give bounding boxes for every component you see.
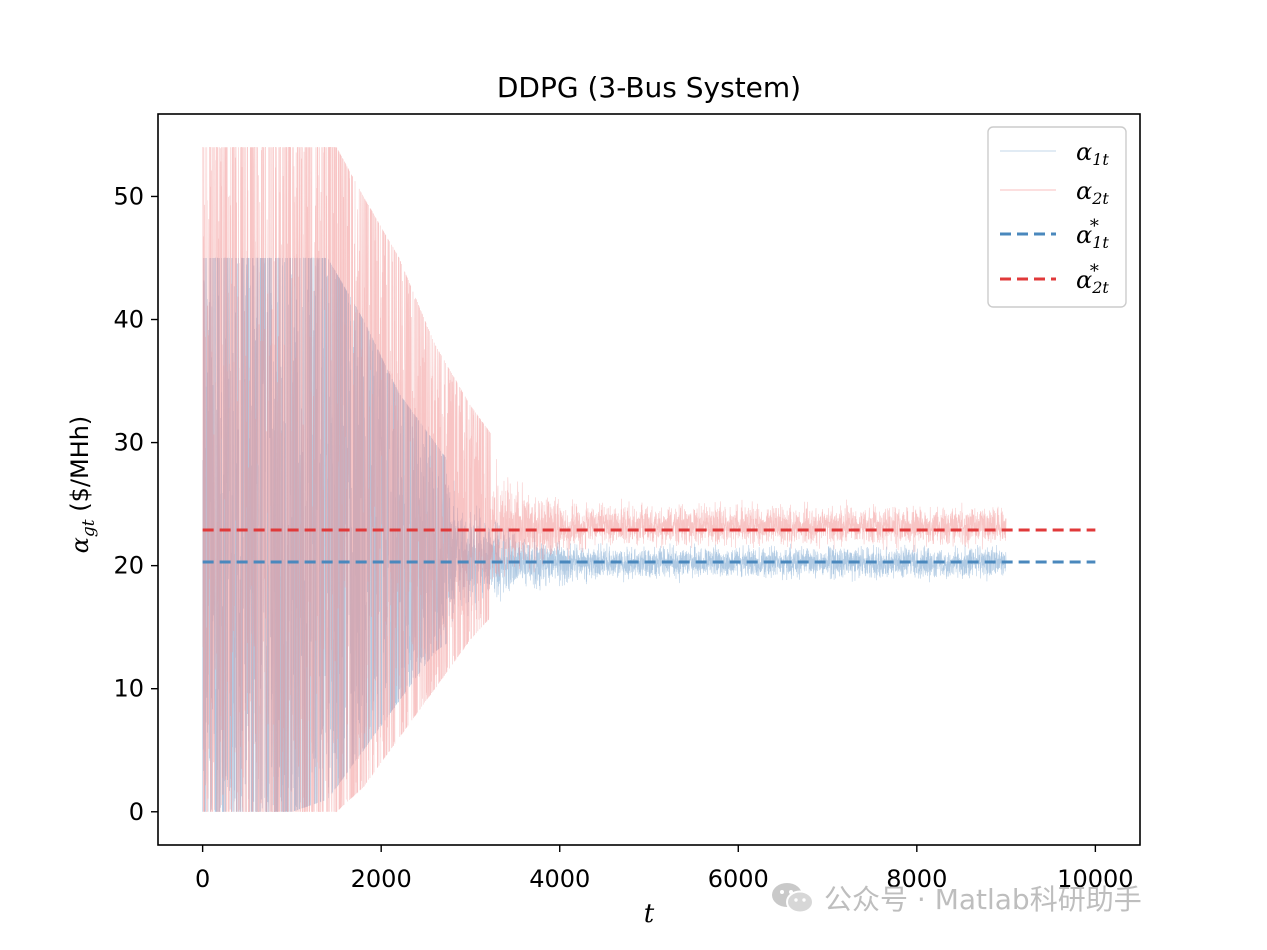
watermark-text: 公众号 · Matlab科研助手 <box>824 883 1142 916</box>
y-axis-label: αgt ($/MHh) <box>66 416 99 554</box>
legend-entry-label: α2t <box>1076 177 1109 208</box>
watermark: 公众号 · Matlab科研助手 <box>770 878 1142 918</box>
plot-area <box>202 146 1096 813</box>
x-tick-label: 2000 <box>351 865 412 893</box>
x-tick-label: 8000 <box>886 865 947 893</box>
y-tick-label: 0 <box>129 798 144 826</box>
y-tick-label: 20 <box>113 552 144 580</box>
wechat-icon <box>770 881 816 915</box>
y-tick-label: 30 <box>113 429 144 457</box>
x-axis-label: t <box>644 899 655 929</box>
y-tick-label: 50 <box>113 182 144 210</box>
x-tick-label: 6000 <box>708 865 769 893</box>
legend-entry-label: α1t <box>1076 138 1109 169</box>
x-tick-label: 10000 <box>1057 865 1133 893</box>
chart-title: DDPG (3-Bus System) <box>497 71 801 104</box>
x-tick-label: 0 <box>195 865 210 893</box>
x-tick-label: 4000 <box>529 865 590 893</box>
y-tick-label: 40 <box>113 306 144 334</box>
y-tick-label: 10 <box>113 675 144 703</box>
axes: 0 2000 4000 6000 8000 10000 0 10 20 30 40 50 t αgt ($… <box>66 113 1141 929</box>
legend-entry-label: α2t* <box>1076 261 1109 297</box>
legend-box <box>987 126 1127 308</box>
legend-entry-label: α1t* <box>1076 216 1109 252</box>
axes-frame <box>157 113 1141 846</box>
legend: α1t α2t α1t* α2t* <box>987 126 1127 308</box>
